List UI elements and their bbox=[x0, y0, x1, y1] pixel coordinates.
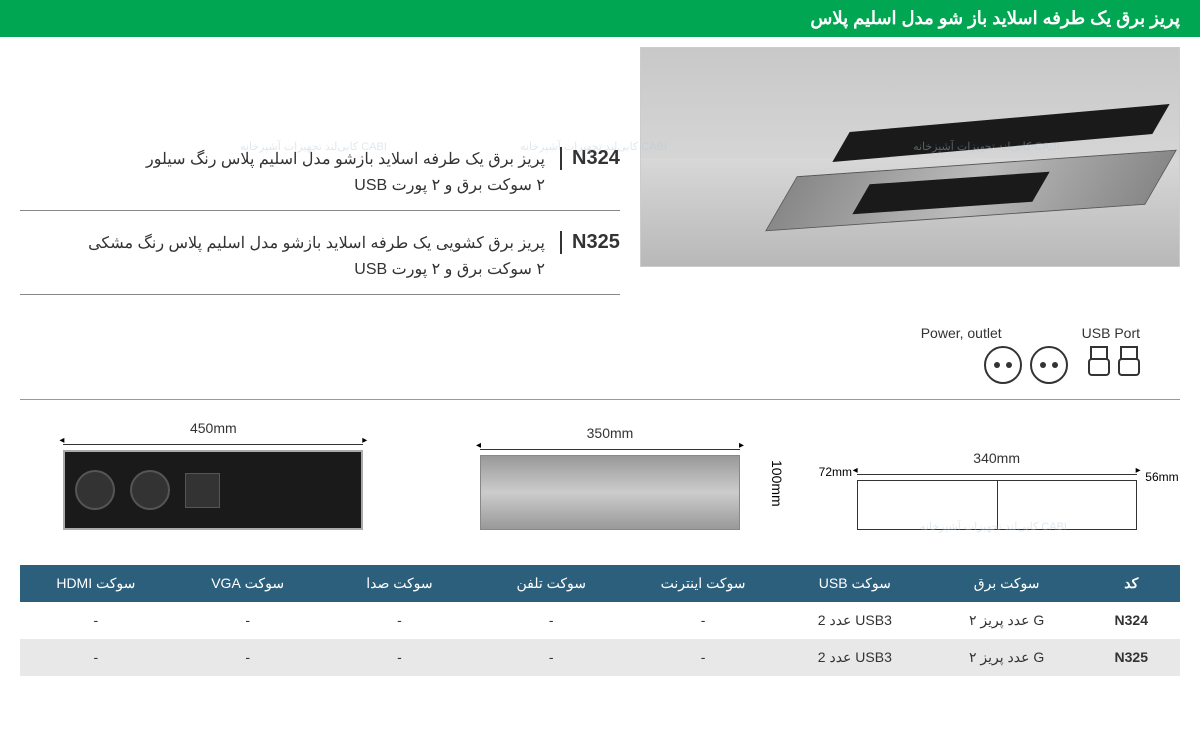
code-label: N325 bbox=[560, 231, 620, 254]
top-section: N324 پریز برق یک طرفه اسلاید بازشو مدل ا… bbox=[0, 37, 1200, 325]
th-code: کد bbox=[1083, 565, 1180, 602]
th-hdmi: سوکت HDMI bbox=[20, 565, 172, 602]
th-vga: سوکت VGA bbox=[172, 565, 324, 602]
dim-width-label: 450mm bbox=[63, 420, 363, 436]
code-description: پریز برق یک طرفه اسلاید بازشو مدل اسلیم … bbox=[20, 147, 545, 198]
power-icons bbox=[984, 346, 1068, 384]
code-row: N325 پریز برق کشویی یک طرفه اسلاید بازشو… bbox=[20, 231, 620, 295]
product-codes-list: N324 پریز برق یک طرفه اسلاید بازشو مدل ا… bbox=[20, 47, 620, 315]
code-description: پریز برق کشویی یک طرفه اسلاید بازشو مدل … bbox=[20, 231, 545, 282]
th-usb: سوکت USB bbox=[779, 565, 931, 602]
th-power: سوکت برق bbox=[931, 565, 1083, 602]
spec-table: کد سوکت برق سوکت USB سوکت اینترنت سوکت ت… bbox=[20, 565, 1180, 676]
usb-icon bbox=[1118, 346, 1140, 384]
port-icons-row bbox=[20, 346, 1180, 400]
code-label: N324 bbox=[560, 147, 620, 170]
table-row: N324 ۲ عدد پریز G 2 عدد USB3 - - - - - bbox=[20, 602, 1180, 639]
page-title-bar: پریز برق یک طرفه اسلاید باز شو مدل اسلیم… bbox=[0, 0, 1200, 37]
dim-width-label: 350mm bbox=[480, 425, 740, 441]
socket-icon bbox=[1030, 346, 1068, 384]
table-header-row: کد سوکت برق سوکت USB سوکت اینترنت سوکت ت… bbox=[20, 565, 1180, 602]
usb-icon bbox=[1088, 346, 1110, 384]
dim-width-label: 340mm bbox=[857, 450, 1137, 466]
product-photo bbox=[640, 47, 1180, 267]
dim-height-label: 100mm bbox=[769, 460, 785, 507]
front-view-graphic bbox=[63, 450, 363, 530]
dimension-front-view: 450mm bbox=[63, 420, 363, 530]
technical-drawing bbox=[857, 480, 1137, 530]
dim-depth-label: 72mm bbox=[819, 465, 852, 479]
th-phone: سوکت تلفن bbox=[475, 565, 627, 602]
closed-view-graphic bbox=[480, 455, 740, 530]
usb-icons bbox=[1088, 346, 1140, 384]
usb-label: USB Port bbox=[1082, 325, 1140, 341]
dimensions-section: 450mm 350mm 100mm 340mm 72mm 56mm bbox=[0, 400, 1200, 550]
dim-height-label: 56mm bbox=[1145, 470, 1178, 484]
th-internet: سوکت اینترنت bbox=[627, 565, 779, 602]
dimension-technical-view: 340mm 72mm 56mm bbox=[857, 450, 1137, 530]
th-audio: سوکت صدا bbox=[324, 565, 476, 602]
dimension-closed-view: 350mm 100mm bbox=[480, 425, 740, 530]
table-row: N325 ۲ عدد پریز G 2 عدد USB3 - - - - - bbox=[20, 639, 1180, 676]
power-label: Power, outlet bbox=[921, 325, 1002, 341]
socket-icon bbox=[984, 346, 1022, 384]
port-labels-row: Power, outlet USB Port bbox=[0, 325, 1200, 346]
page-title: پریز برق یک طرفه اسلاید باز شو مدل اسلیم… bbox=[810, 8, 1180, 28]
code-row: N324 پریز برق یک طرفه اسلاید بازشو مدل ا… bbox=[20, 147, 620, 211]
